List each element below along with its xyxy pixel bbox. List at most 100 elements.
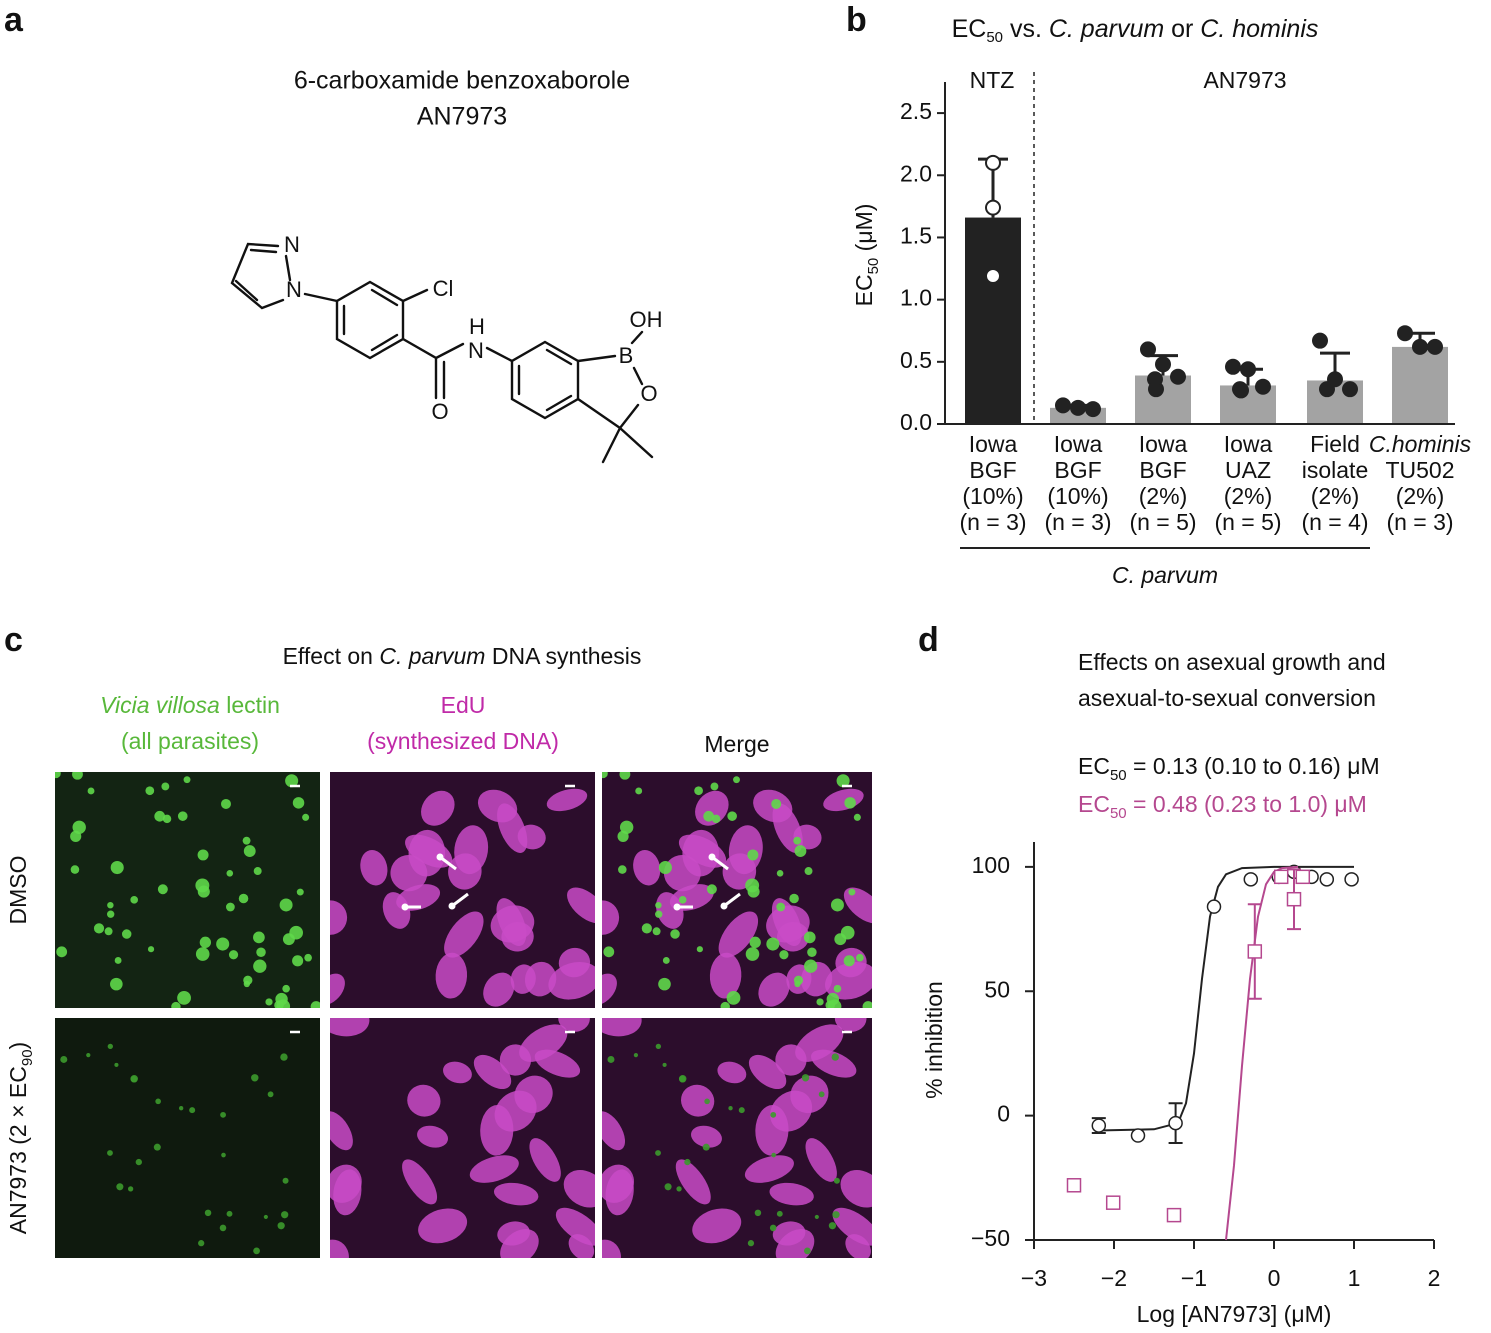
atom: O bbox=[640, 381, 657, 406]
micrograph bbox=[602, 772, 872, 1008]
image-content bbox=[55, 772, 320, 1008]
micrographs bbox=[55, 772, 872, 1258]
structure bbox=[230, 242, 654, 464]
image-content bbox=[55, 1018, 320, 1258]
y-tick-label: 100 bbox=[972, 852, 1010, 878]
nucleus bbox=[602, 973, 617, 1005]
parasite bbox=[662, 1062, 667, 1067]
parasite bbox=[228, 950, 239, 960]
parasite bbox=[853, 813, 861, 821]
parasite bbox=[183, 776, 191, 784]
parasite bbox=[727, 811, 737, 821]
data-point bbox=[1105, 1195, 1121, 1210]
nucleus bbox=[605, 1169, 634, 1216]
parasite bbox=[704, 1098, 710, 1105]
column-header: EdU bbox=[441, 692, 486, 718]
data-point bbox=[1233, 382, 1249, 399]
parasite bbox=[655, 1043, 662, 1050]
label-part: (μM) bbox=[851, 204, 877, 258]
data-point bbox=[1066, 1178, 1082, 1193]
parasite bbox=[263, 1214, 268, 1220]
nucleus bbox=[843, 887, 872, 924]
parasite bbox=[706, 884, 717, 895]
parasite bbox=[93, 923, 105, 934]
x-tick-label: BGF bbox=[969, 457, 1016, 483]
nucleus bbox=[418, 1208, 468, 1244]
parasite bbox=[145, 786, 155, 796]
x-tick-label: Iowa bbox=[1139, 431, 1188, 457]
parasite bbox=[219, 1224, 227, 1232]
parasite bbox=[171, 1001, 181, 1008]
x-tick-label: −3 bbox=[1021, 1265, 1047, 1291]
parasite bbox=[771, 1152, 776, 1158]
parasite bbox=[253, 959, 267, 973]
nucleus bbox=[567, 887, 595, 924]
parasite bbox=[831, 1053, 839, 1061]
data-point bbox=[1166, 1207, 1182, 1223]
parasite bbox=[253, 931, 265, 944]
data-point bbox=[1273, 869, 1289, 885]
x-tick-label: Field bbox=[1310, 431, 1360, 457]
nucleus bbox=[417, 1125, 448, 1148]
data-point bbox=[1070, 399, 1086, 416]
label-part: = 0.48 (0.23 to 1.0) μM bbox=[1127, 791, 1367, 817]
parasite bbox=[292, 955, 304, 967]
parasite bbox=[720, 1001, 730, 1008]
parasite bbox=[679, 1075, 686, 1083]
parasite bbox=[189, 1107, 196, 1114]
arrow-head bbox=[673, 903, 681, 911]
nucleus bbox=[602, 1018, 642, 1037]
image-content bbox=[602, 772, 872, 1008]
data-point bbox=[1427, 338, 1443, 355]
parasite bbox=[107, 901, 114, 909]
group-label: NTZ bbox=[970, 67, 1015, 93]
parasite bbox=[220, 1111, 226, 1118]
parasite bbox=[55, 772, 61, 779]
parasite bbox=[655, 1150, 661, 1156]
parasite bbox=[282, 984, 290, 993]
y-axis-label: EC50 (μM) bbox=[851, 204, 882, 307]
nucleus bbox=[558, 1018, 590, 1032]
nucleus bbox=[514, 1075, 553, 1114]
parasite bbox=[710, 782, 719, 791]
parasite bbox=[177, 991, 191, 1005]
column-header: Merge bbox=[704, 731, 769, 757]
parasite bbox=[789, 893, 799, 904]
parasite bbox=[243, 845, 256, 857]
y-tick-label: 2.5 bbox=[900, 98, 932, 124]
x-tick-label: Iowa bbox=[1054, 431, 1103, 457]
nucleus bbox=[775, 1229, 815, 1258]
parasite bbox=[771, 798, 782, 809]
parasite bbox=[678, 896, 687, 904]
nucleus bbox=[795, 1024, 844, 1062]
parasite bbox=[121, 929, 132, 939]
data-point bbox=[1397, 325, 1413, 342]
x-tick-label: (n = 3) bbox=[959, 509, 1026, 535]
nucleus bbox=[744, 1155, 794, 1183]
parasite bbox=[702, 1143, 710, 1151]
parasite bbox=[618, 865, 627, 874]
parasite bbox=[856, 953, 864, 962]
label-subscript: 90 bbox=[19, 1049, 36, 1066]
nucleus bbox=[602, 1239, 621, 1258]
data-point bbox=[1319, 872, 1335, 887]
parasite bbox=[198, 1240, 205, 1247]
image-content bbox=[330, 1018, 595, 1258]
parasite bbox=[619, 772, 631, 780]
data-point bbox=[1286, 891, 1302, 907]
parasite bbox=[828, 1222, 837, 1230]
parasite bbox=[107, 910, 115, 918]
parasite bbox=[794, 980, 801, 988]
nucleus bbox=[717, 1061, 747, 1084]
parasite bbox=[177, 811, 188, 821]
chart-title: EC50 vs. C. parvum or C. hominis bbox=[952, 15, 1319, 46]
data-point bbox=[1170, 368, 1186, 385]
parasite bbox=[803, 931, 816, 944]
parasite bbox=[776, 902, 786, 912]
image-content bbox=[602, 1018, 872, 1258]
nucleus bbox=[473, 1054, 512, 1090]
parasite bbox=[87, 787, 95, 795]
parasite bbox=[776, 869, 784, 877]
parasite bbox=[135, 1158, 142, 1166]
